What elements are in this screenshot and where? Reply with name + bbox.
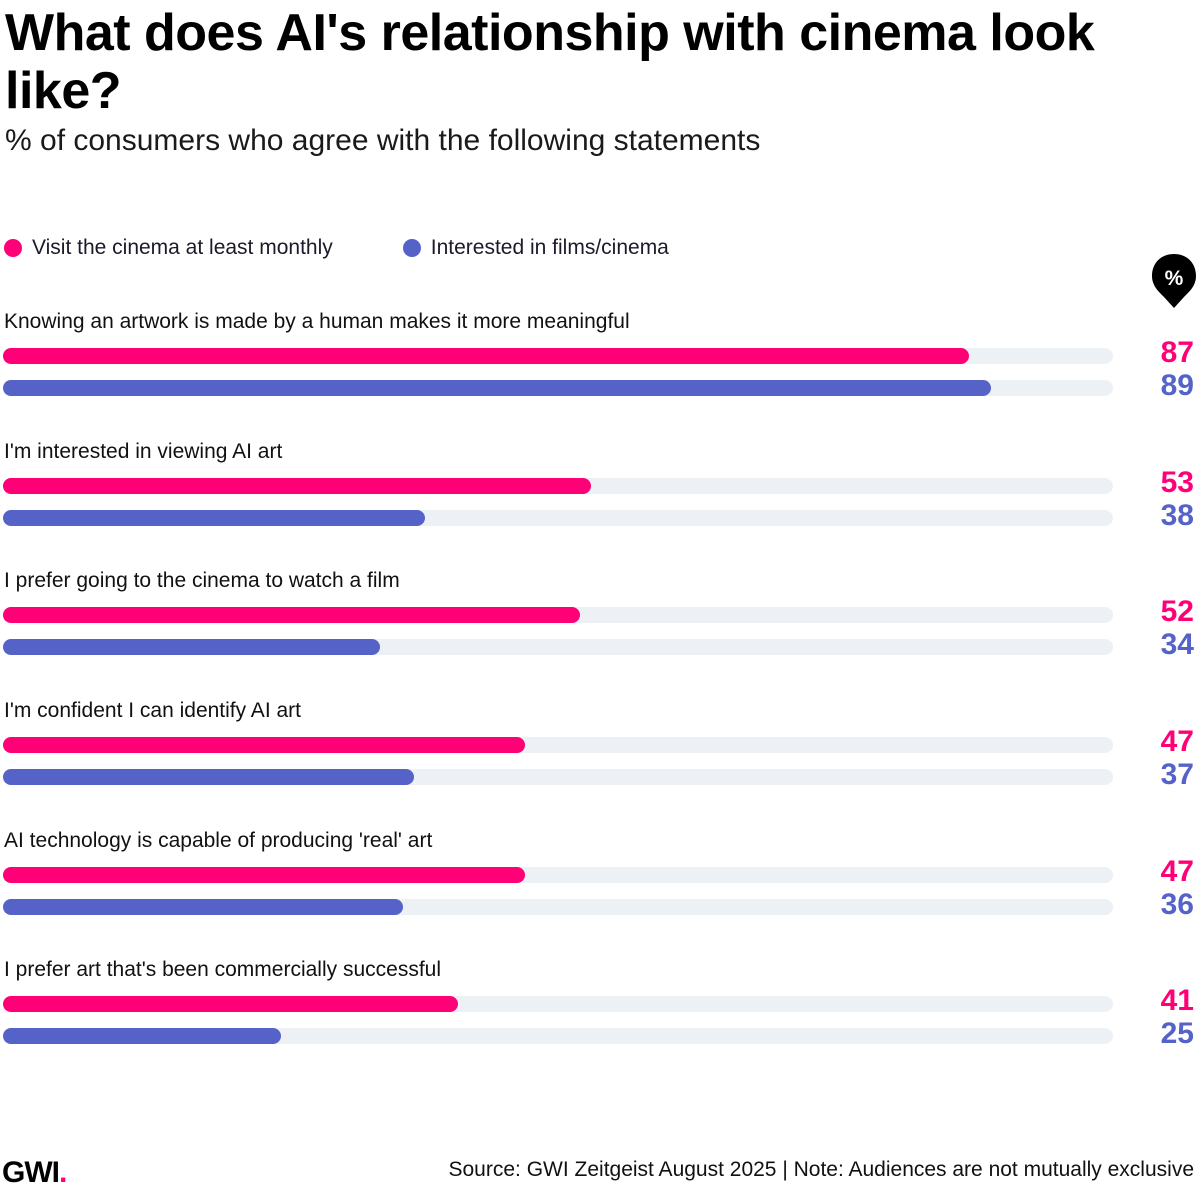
statement-row: Knowing an artwork is made by a human ma… bbox=[0, 310, 1200, 430]
value-interested: 89 bbox=[1160, 369, 1194, 402]
value-monthly: 41 bbox=[1160, 984, 1194, 1017]
value-monthly: 47 bbox=[1160, 855, 1194, 888]
bar-monthly bbox=[3, 348, 969, 364]
gwi-logo: GWI. bbox=[2, 1156, 67, 1190]
bar-track-monthly bbox=[3, 867, 1113, 883]
pink-dot-icon bbox=[4, 239, 22, 257]
logo-text: GWI bbox=[2, 1156, 60, 1189]
bar-interested bbox=[3, 769, 414, 785]
bar-track-interested bbox=[3, 510, 1113, 526]
legend-label: Visit the cinema at least monthly bbox=[32, 236, 333, 259]
unit-badge-text: % bbox=[1165, 267, 1184, 290]
statement-label: AI technology is capable of producing 'r… bbox=[4, 829, 433, 852]
statement-label: Knowing an artwork is made by a human ma… bbox=[4, 310, 630, 333]
source-note: Source: GWI Zeitgeist August 2025 | Note… bbox=[448, 1158, 1194, 1181]
bar-interested bbox=[3, 380, 991, 396]
value-interested: 38 bbox=[1160, 499, 1194, 532]
bar-monthly bbox=[3, 478, 592, 494]
legend-item-monthly: Visit the cinema at least monthly bbox=[4, 236, 333, 260]
bar-track-monthly bbox=[3, 607, 1113, 623]
statement-row: I'm interested in viewing AI art 53 38 bbox=[0, 440, 1200, 560]
bar-interested bbox=[3, 1028, 281, 1044]
legend-item-interested: Interested in films/cinema bbox=[402, 236, 669, 260]
legend-label: Interested in films/cinema bbox=[430, 236, 669, 259]
value-interested: 36 bbox=[1160, 888, 1194, 921]
statement-label: I'm confident I can identify AI art bbox=[4, 699, 301, 722]
bar-monthly bbox=[3, 996, 459, 1012]
bar-track-interested bbox=[3, 380, 1113, 396]
bar-interested bbox=[3, 510, 425, 526]
value-interested: 34 bbox=[1160, 628, 1194, 661]
value-interested: 37 bbox=[1160, 758, 1194, 791]
statement-label: I prefer going to the cinema to watch a … bbox=[4, 569, 400, 592]
statement-label: I prefer art that's been commercially su… bbox=[4, 958, 442, 981]
statement-label: I'm interested in viewing AI art bbox=[4, 440, 283, 463]
value-monthly: 53 bbox=[1160, 466, 1194, 499]
value-monthly: 52 bbox=[1160, 595, 1194, 628]
chart-subtitle: % of consumers who agree with the follow… bbox=[5, 124, 761, 157]
value-monthly: 87 bbox=[1160, 336, 1194, 369]
statement-row: I prefer art that's been commercially su… bbox=[0, 958, 1200, 1078]
percent-pin-icon: % bbox=[1150, 252, 1198, 312]
blue-dot-icon bbox=[402, 239, 421, 257]
bar-track-interested bbox=[3, 639, 1113, 655]
bar-interested bbox=[3, 639, 381, 655]
bar-monthly bbox=[3, 867, 525, 883]
bar-track-interested bbox=[3, 769, 1113, 785]
bar-interested bbox=[3, 899, 403, 915]
chart-title: What does AI's relationship with cinema … bbox=[5, 4, 1095, 120]
bar-track-monthly bbox=[3, 996, 1113, 1012]
bar-monthly bbox=[3, 607, 581, 623]
bar-track-interested bbox=[3, 1028, 1113, 1044]
statement-row: I prefer going to the cinema to watch a … bbox=[0, 569, 1200, 689]
statement-row: AI technology is capable of producing 'r… bbox=[0, 829, 1200, 949]
bar-track-monthly bbox=[3, 737, 1113, 753]
bar-track-monthly bbox=[3, 478, 1113, 494]
legend: Visit the cinema at least monthly Intere… bbox=[4, 236, 739, 260]
statement-row: I'm confident I can identify AI art 47 37 bbox=[0, 699, 1200, 819]
value-interested: 25 bbox=[1160, 1017, 1194, 1050]
logo-dot: . bbox=[59, 1156, 67, 1189]
value-monthly: 47 bbox=[1160, 725, 1194, 758]
bar-monthly bbox=[3, 737, 525, 753]
bar-track-interested bbox=[3, 899, 1113, 915]
bar-track-monthly bbox=[3, 348, 1113, 364]
